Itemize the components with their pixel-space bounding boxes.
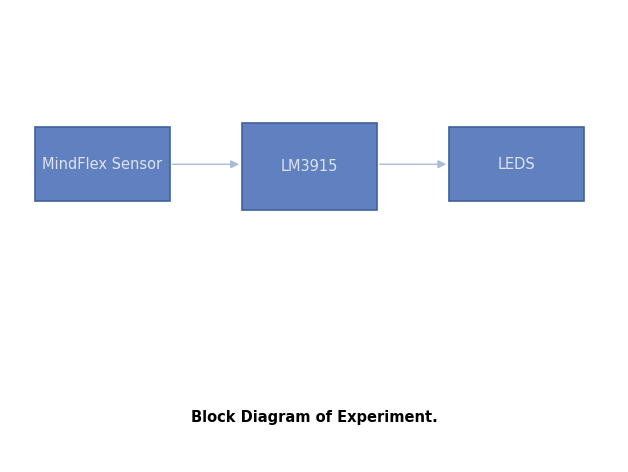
Text: MindFlex Sensor: MindFlex Sensor xyxy=(42,157,162,171)
Text: Block Diagram of Experiment.: Block Diagram of Experiment. xyxy=(191,410,437,425)
Text: LEDS: LEDS xyxy=(497,157,536,171)
Text: LM3915: LM3915 xyxy=(281,159,338,174)
Bar xyxy=(449,127,584,201)
Bar xyxy=(35,127,170,201)
Bar xyxy=(242,123,377,210)
